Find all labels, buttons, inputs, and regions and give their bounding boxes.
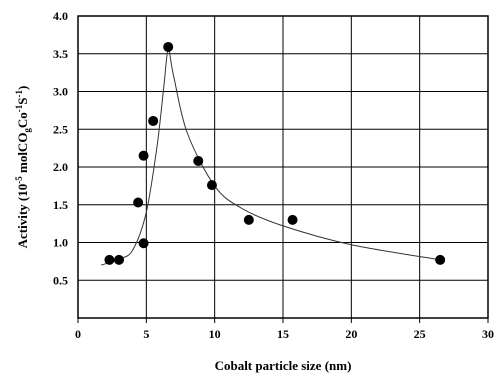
data-points (104, 41, 446, 265)
trend-curve (101, 49, 441, 266)
data-point (193, 155, 204, 166)
y-tick-label: 3.5 (53, 47, 68, 61)
data-point (104, 254, 115, 265)
data-point (287, 214, 298, 225)
y-title-sub1: g (22, 128, 32, 133)
y-axis-title: Activity (10-5 molCOgCo-1S-1) (14, 86, 32, 249)
y-title-mid1: molCO (15, 133, 30, 177)
data-point (138, 150, 149, 161)
x-tick-label: 30 (482, 327, 494, 341)
data-point (133, 197, 144, 208)
data-point (138, 238, 149, 249)
y-tick-label: 2.5 (53, 122, 68, 136)
y-title-mid3: S (15, 97, 30, 104)
x-tick-label: 25 (414, 327, 426, 341)
x-tick-label: 5 (143, 327, 149, 341)
data-point (148, 115, 159, 126)
y-title-suffix: ) (15, 86, 30, 90)
y-tick-label: 3.0 (53, 85, 68, 99)
y-title-sup3: -1 (14, 89, 24, 97)
grid (78, 16, 488, 318)
data-point (163, 41, 174, 52)
x-tick-label: 10 (209, 327, 221, 341)
y-tick-label: 1.0 (53, 236, 68, 250)
y-tick-label: 1.5 (53, 198, 68, 212)
x-tick-label: 0 (75, 327, 81, 341)
x-tick-label: 15 (277, 327, 289, 341)
data-point (243, 214, 254, 225)
y-title-prefix: Activity (10 (15, 184, 30, 249)
x-axis-title: Cobalt particle size (nm) (215, 358, 352, 373)
data-point (206, 180, 217, 191)
x-tick-label: 20 (345, 327, 357, 341)
y-tick-label: 4.0 (53, 9, 68, 23)
tick-labels: 0 5 10 15 20 25 30 0.5 1.0 1.5 2.0 2.5 3.0 3.5 4.0 (53, 9, 494, 341)
y-tick-label: 2.0 (53, 160, 68, 174)
y-title-exp: -5 (14, 176, 24, 184)
data-point (435, 254, 446, 265)
y-title-sup2: -1 (14, 104, 24, 112)
y-tick-label: 0.5 (53, 273, 68, 287)
y-title-mid2: Co (15, 112, 30, 128)
data-point (114, 254, 124, 265)
